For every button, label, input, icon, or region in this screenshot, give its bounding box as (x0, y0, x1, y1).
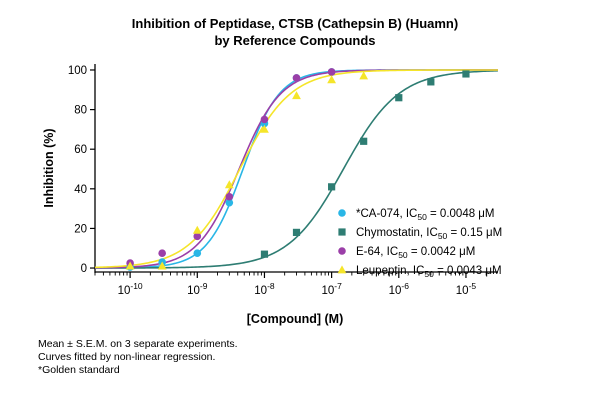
y-tick-label: 40 (74, 184, 87, 196)
data-point-e-64 (260, 115, 269, 124)
data-point-e-64 (193, 232, 202, 241)
y-tick-label: 60 (74, 144, 87, 156)
legend-label-ca-074: *CA-074, IC50 = 0.0048 μM (356, 208, 495, 222)
data-point-chymostatin (427, 78, 435, 86)
chart-title-line2: by Reference Compounds (214, 33, 375, 48)
data-point-chymostatin (462, 70, 470, 78)
data-point-leupeptin (157, 261, 167, 270)
legend-marker-ca-074 (338, 209, 346, 217)
data-point-leupeptin (260, 124, 269, 133)
x-tick-label: 10-5 (456, 281, 477, 297)
legend-marker-e-64 (338, 247, 346, 255)
y-tick-label: 100 (68, 65, 87, 77)
y-tick-label: 0 (81, 263, 87, 275)
y-tick-label: 20 (74, 223, 87, 235)
legend-label-leupeptin: Leupeptin, IC50 = 0.0043 μM (356, 265, 502, 279)
y-tick-label: 80 (74, 105, 87, 117)
x-tick-label: 10-7 (321, 281, 342, 297)
chart-title-line1: Inhibition of Peptidase, CTSB (Cathepsin… (132, 16, 458, 31)
x-tick-label: 10-9 (187, 281, 208, 297)
legend-label-e-64: E-64, IC50 = 0.0042 μM (356, 246, 475, 260)
legend: *CA-074, IC50 = 0.0048 μM Chymostatin, IC… (337, 208, 502, 279)
x-tick-label: 10-10 (118, 281, 143, 297)
data-point-ca-074 (225, 198, 234, 207)
footnotes: Mean ± S.E.M. on 3 separate experiments.… (38, 338, 238, 377)
data-point-chymostatin (328, 183, 336, 191)
x-tick-label: 10-6 (389, 281, 410, 297)
legend-marker-leupeptin (337, 265, 347, 274)
data-point-ca-074 (193, 249, 202, 257)
axes: 0 20 40 60 80 100 10-10 10-9 10-8 10-7 10-6 10-5 (68, 64, 498, 297)
y-axis-label: Inhibition (%) (42, 128, 56, 207)
x-tick-label: 10-8 (254, 281, 275, 297)
data-point-chymostatin (395, 94, 403, 102)
data-point-chymostatin (260, 250, 269, 258)
x-axis-label: [Compound] (M) (247, 312, 344, 326)
data-points (125, 68, 470, 271)
data-point-e-64 (292, 74, 301, 82)
data-point-chymostatin (292, 228, 301, 236)
data-point-leupeptin (327, 75, 337, 84)
data-point-leupeptin (292, 91, 301, 100)
data-point-leupeptin (125, 261, 135, 270)
data-point-e-64 (327, 68, 336, 76)
data-point-chymostatin (360, 137, 368, 145)
data-point-leupeptin (192, 225, 202, 234)
legend-marker-chymostatin (338, 228, 346, 236)
data-point-leupeptin (224, 180, 234, 189)
data-point-e-64 (225, 192, 234, 201)
data-point-leupeptin (359, 71, 369, 80)
legend-label-chymostatin: Chymostatin, IC50 = 0.15 μM (356, 227, 502, 241)
data-point-e-64 (158, 249, 166, 257)
footnote-mean: Mean ± S.E.M. on 3 separate experiments. (38, 338, 238, 350)
footnote-fit: Curves fitted by non-linear regression. (38, 351, 216, 363)
footnote-golden: *Golden standard (38, 364, 120, 376)
